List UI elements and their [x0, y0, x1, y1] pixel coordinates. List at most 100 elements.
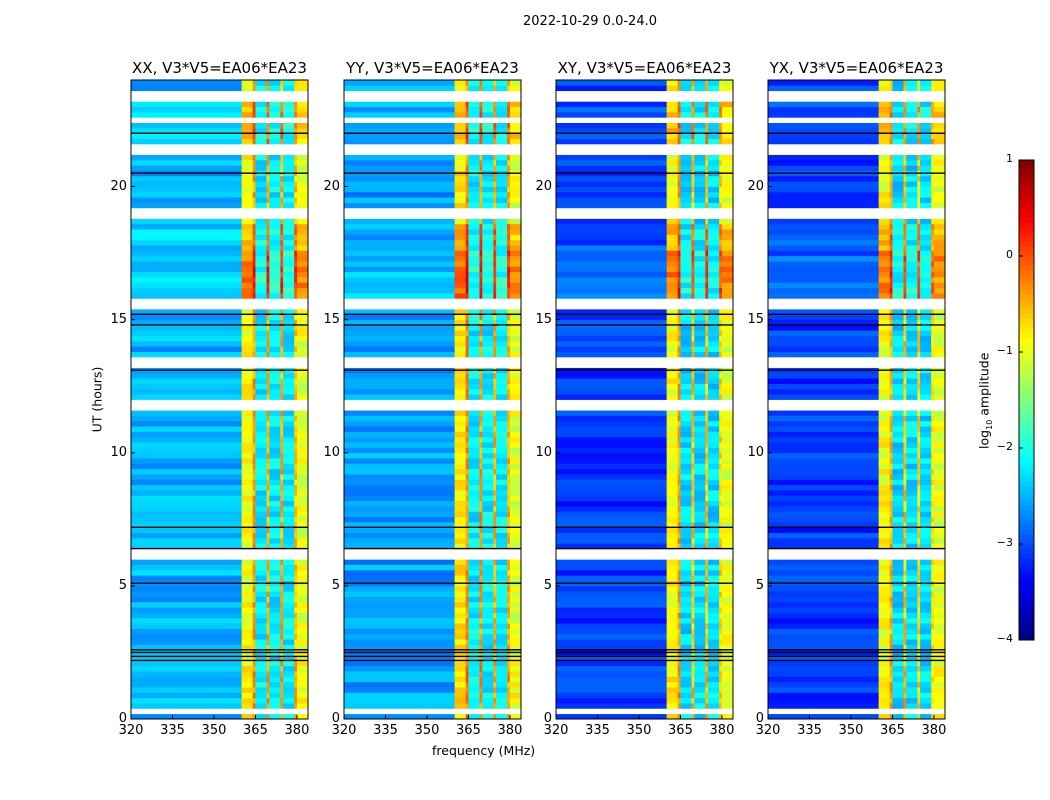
heatmap-cell — [280, 644, 284, 651]
heatmap-cell — [691, 106, 695, 113]
heatmap-cell — [496, 447, 508, 454]
heatmap-cell — [677, 628, 681, 635]
heatmap-cell — [906, 383, 918, 390]
heatmap-cell — [479, 495, 483, 502]
heatmap-cell — [556, 314, 668, 321]
colorbar-segment — [1019, 217, 1034, 223]
heatmap-cell — [241, 287, 254, 294]
heatmap-cell — [933, 601, 946, 608]
heatmap-cell — [252, 191, 256, 198]
heatmap-cell — [283, 703, 295, 709]
heatmap-cell — [296, 537, 309, 544]
heatmap-cell — [680, 596, 692, 603]
heatmap-cell — [677, 452, 681, 459]
heatmap-cell — [344, 452, 456, 459]
heatmap-cell — [903, 250, 907, 257]
heatmap-cell — [482, 601, 494, 608]
heatmap-cell — [705, 127, 709, 134]
heatmap-cell — [933, 607, 946, 613]
heatmap-cell — [903, 511, 907, 518]
heatmap-cell — [719, 500, 723, 507]
heatmap-cell — [294, 122, 298, 129]
heatmap-cell — [903, 181, 907, 187]
heatmap-cell — [906, 261, 918, 267]
heatmap-cell — [708, 671, 720, 677]
heatmap-cell — [493, 708, 497, 715]
heatmap-cell — [283, 229, 295, 235]
heatmap-cell — [917, 133, 921, 139]
heatmap-cell — [768, 266, 880, 273]
heatmap-cell — [454, 676, 467, 683]
heatmap-cell — [344, 149, 456, 155]
heatmap-cell — [280, 293, 284, 299]
heatmap-cell — [283, 692, 295, 699]
heatmap-cell — [878, 399, 891, 406]
heatmap-cell — [454, 138, 467, 145]
heatmap-cell — [344, 506, 456, 512]
heatmap-cell — [493, 271, 497, 278]
colorbar-segment — [1019, 390, 1034, 396]
heatmap-cell — [294, 255, 298, 262]
heatmap-cell — [296, 559, 309, 565]
heatmap-cell — [269, 250, 281, 257]
heatmap-cell — [768, 159, 880, 166]
heatmap-cell — [708, 197, 720, 203]
heatmap-cell — [280, 335, 284, 342]
heatmap-cell — [294, 218, 298, 225]
heatmap-cell — [454, 500, 467, 507]
heatmap-cell — [708, 410, 720, 416]
heatmap-cell — [507, 468, 511, 475]
heatmap-cell — [252, 378, 256, 384]
heatmap-cell — [294, 500, 298, 507]
heatmap-cell — [465, 426, 469, 432]
heatmap-cell — [509, 202, 522, 209]
heatmap-cell — [694, 575, 706, 581]
heatmap-cell — [680, 708, 692, 715]
heatmap-cell — [878, 133, 891, 139]
heatmap-cell — [252, 356, 256, 363]
heatmap-cell — [509, 612, 522, 619]
heatmap-cell — [241, 394, 254, 400]
heatmap-cell — [889, 703, 893, 709]
heatmap-cell — [294, 633, 298, 640]
heatmap-cell — [493, 601, 497, 608]
heatmap-cell — [768, 186, 880, 193]
heatmap-cell — [694, 218, 706, 225]
heatmap-cell — [482, 617, 494, 624]
heatmap-cell — [269, 80, 281, 86]
heatmap-cell — [556, 154, 668, 161]
heatmap-cell — [917, 117, 921, 123]
heatmap-cell — [507, 617, 511, 624]
heatmap-cell — [666, 213, 679, 219]
heatmap-cell — [892, 122, 904, 129]
heatmap-cell — [680, 127, 692, 134]
heatmap-cell — [680, 181, 692, 187]
heatmap-cell — [721, 436, 734, 443]
heatmap-cell — [691, 660, 695, 667]
heatmap-cell — [131, 703, 243, 709]
heatmap-cell — [931, 548, 935, 555]
heatmap-cell — [920, 181, 932, 187]
heatmap-cell — [283, 95, 295, 102]
heatmap-cell — [556, 340, 668, 347]
heatmap-cell — [721, 287, 734, 294]
heatmap-cell — [252, 431, 256, 438]
heatmap-cell — [241, 356, 254, 363]
heatmap-cell — [666, 287, 679, 294]
heatmap-cell — [705, 415, 709, 422]
heatmap-cell — [666, 617, 679, 624]
heatmap-cell — [721, 404, 734, 411]
heatmap-cell — [920, 527, 932, 534]
heatmap-cell — [906, 282, 918, 289]
heatmap-cell — [269, 186, 281, 193]
heatmap-cell — [878, 234, 891, 241]
heatmap-cell — [280, 340, 284, 347]
heatmap-cell — [507, 154, 511, 161]
heatmap-cell — [280, 277, 284, 283]
heatmap-cell — [666, 388, 679, 395]
heatmap-cell — [294, 191, 298, 198]
heatmap-cell — [294, 607, 298, 613]
heatmap-cell — [344, 676, 456, 683]
heatmap-cell — [496, 85, 508, 92]
heatmap-cell — [719, 271, 723, 278]
